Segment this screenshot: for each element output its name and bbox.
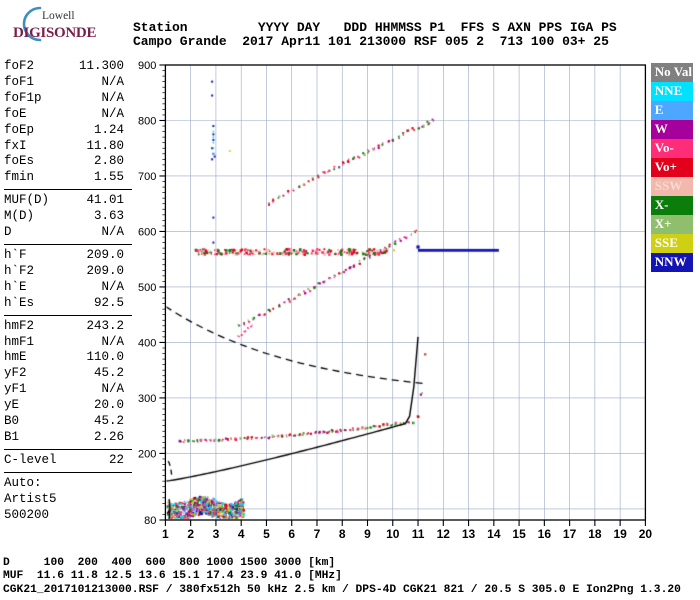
svg-text:18: 18 <box>588 527 602 541</box>
svg-text:300: 300 <box>138 393 156 405</box>
svg-text:80: 80 <box>144 515 156 527</box>
svg-text:15: 15 <box>512 527 526 541</box>
svg-text:8: 8 <box>339 527 346 541</box>
svg-text:800: 800 <box>138 115 156 127</box>
svg-text:10: 10 <box>386 527 400 541</box>
svg-text:16: 16 <box>538 527 552 541</box>
svg-text:5: 5 <box>263 527 270 541</box>
svg-text:400: 400 <box>138 337 156 349</box>
svg-text:13: 13 <box>462 527 476 541</box>
svg-text:2: 2 <box>187 527 194 541</box>
svg-text:14: 14 <box>487 527 501 541</box>
svg-text:20: 20 <box>639 527 653 541</box>
svg-text:7: 7 <box>314 527 321 541</box>
svg-text:3: 3 <box>213 527 220 541</box>
svg-text:200: 200 <box>138 448 156 460</box>
svg-text:12: 12 <box>437 527 451 541</box>
svg-text:1: 1 <box>162 527 169 541</box>
svg-text:4: 4 <box>238 527 245 541</box>
svg-text:6: 6 <box>288 527 295 541</box>
svg-text:9: 9 <box>364 527 371 541</box>
svg-text:17: 17 <box>563 527 577 541</box>
svg-text:500: 500 <box>138 282 156 294</box>
svg-text:19: 19 <box>613 527 627 541</box>
svg-text:700: 700 <box>138 171 156 183</box>
svg-text:900: 900 <box>138 60 156 72</box>
svg-text:11: 11 <box>412 527 425 541</box>
svg-text:600: 600 <box>138 226 156 238</box>
